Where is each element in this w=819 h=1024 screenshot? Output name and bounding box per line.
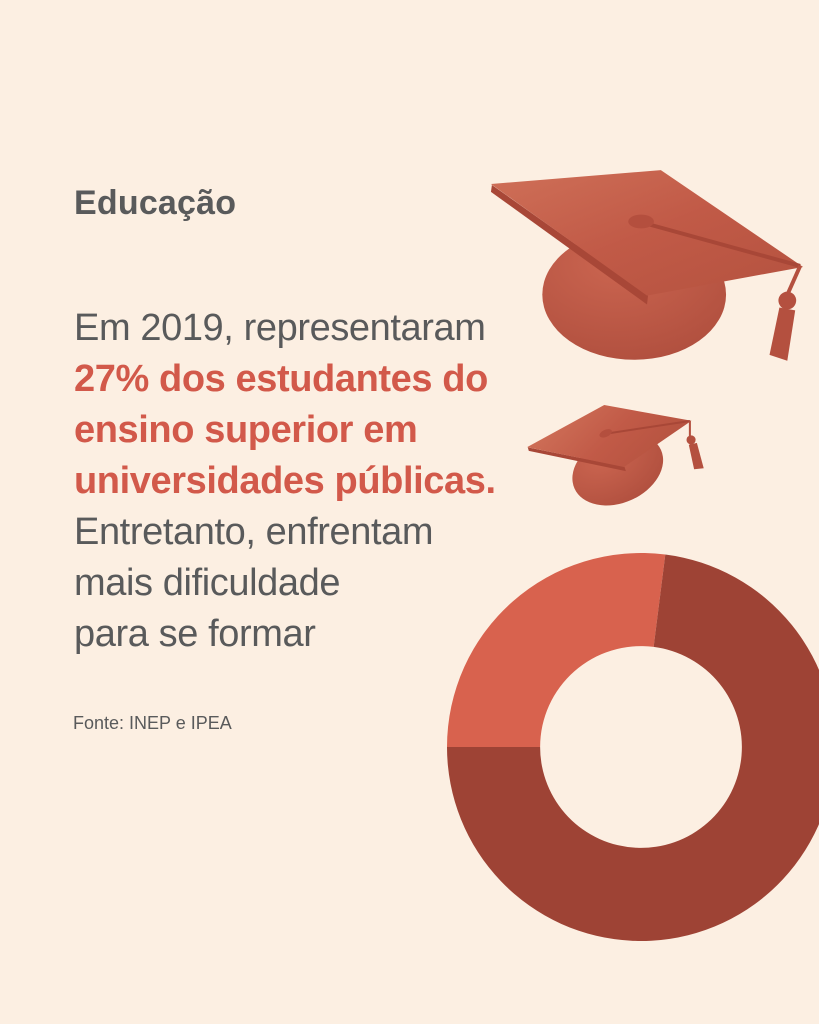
headline: Em 2019, representaram 27% dos estudantes… <box>74 303 574 660</box>
graduation-cap-large-icon <box>490 170 804 361</box>
headline-line: universidades públicas. <box>74 460 496 502</box>
headline-line: Em 2019, representaram <box>74 307 486 349</box>
graduation-cap-small-icon <box>527 405 704 506</box>
page-title: Educação <box>74 184 237 222</box>
headline-line: Entretanto, enfrentam <box>74 511 434 553</box>
headline-line: 27% dos estudantes do <box>74 358 488 400</box>
donut-slice <box>447 553 666 747</box>
headline-line: mais dificuldade <box>74 562 341 604</box>
source-note: Fonte: INEP e IPEA <box>73 713 232 733</box>
headline-line: para se formar <box>74 613 316 655</box>
donut-slice <box>447 554 819 941</box>
headline-line: ensino superior em <box>74 409 418 451</box>
donut-chart <box>447 553 819 941</box>
